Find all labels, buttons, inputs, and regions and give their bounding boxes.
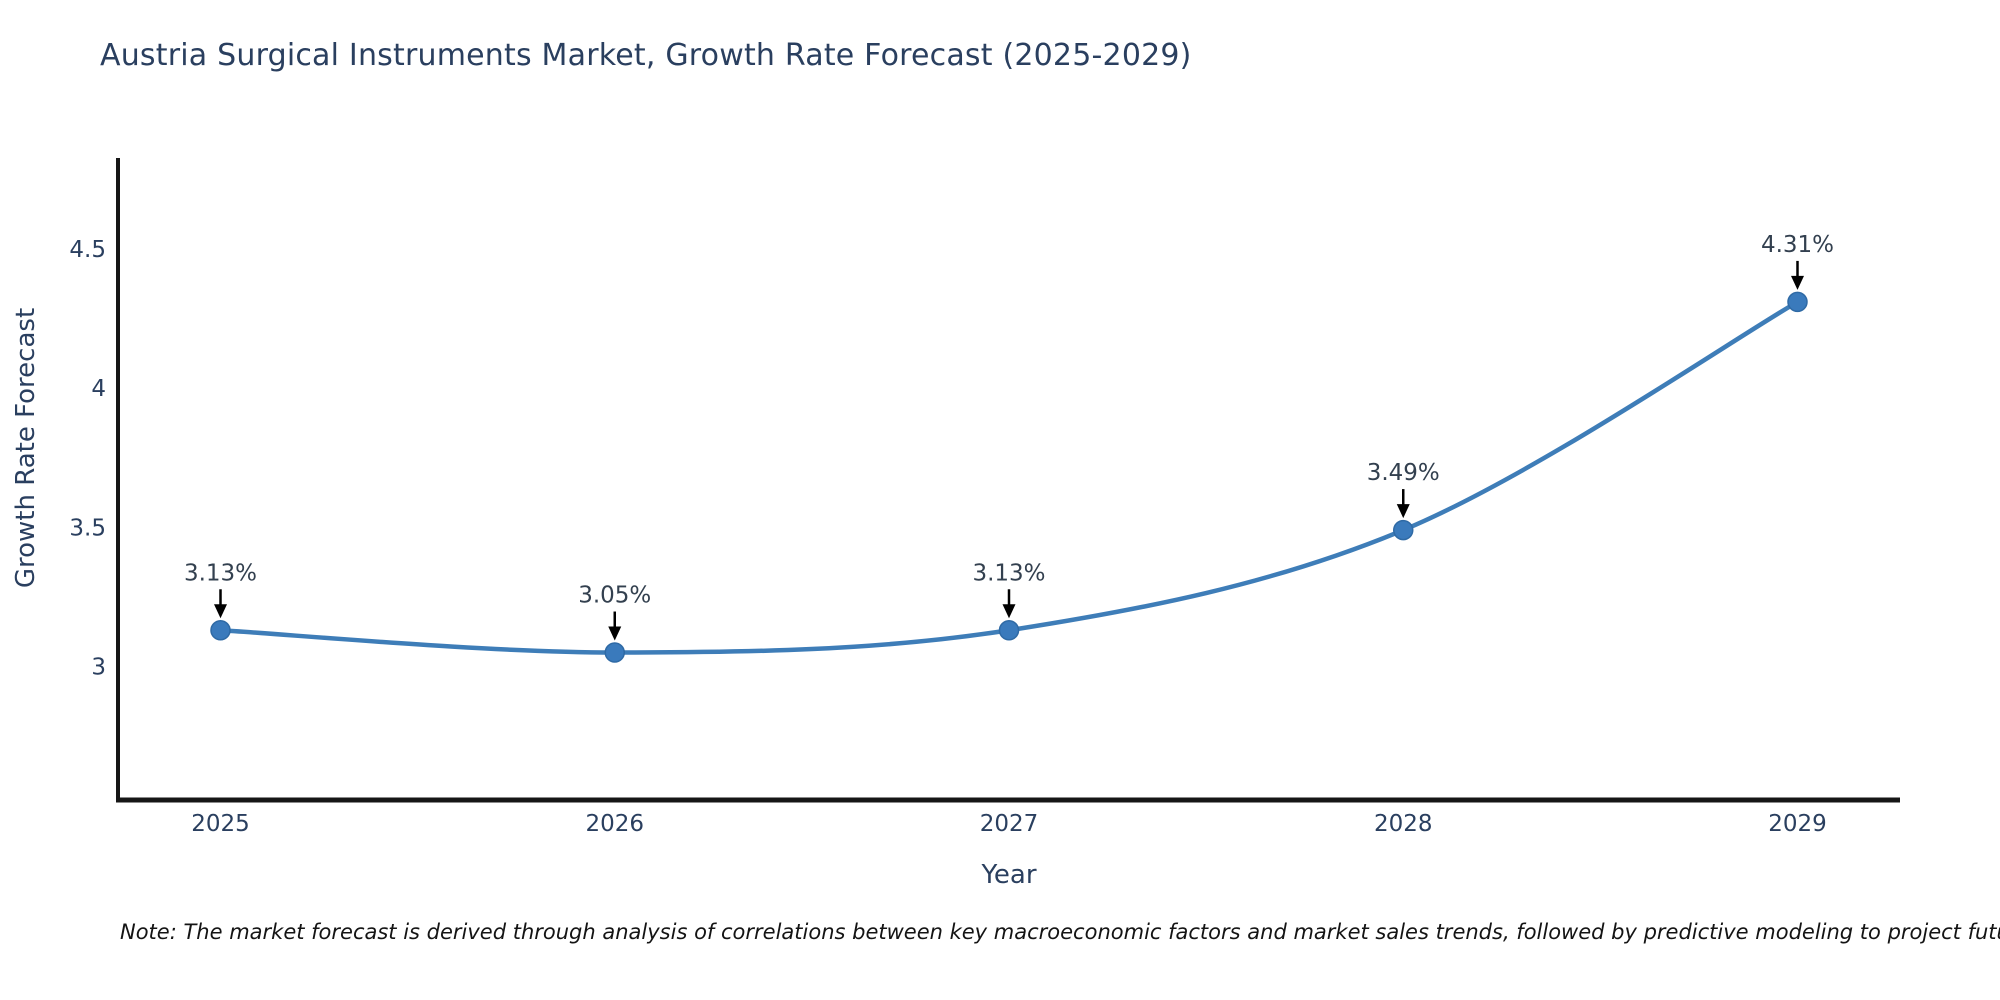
x-tick-label: 2028 [1374,811,1433,837]
chart-title: Austria Surgical Instruments Market, Gro… [100,38,1192,73]
x-tick-label: 2025 [191,811,250,837]
annotation-arrow-head [608,626,622,641]
y-tick-label: 3.5 [69,515,106,541]
data-point-marker[interactable] [210,620,231,641]
y-tick-label: 3 [91,654,106,680]
data-point-label: 3.05% [578,583,651,609]
x-tick-label: 2029 [1768,811,1827,837]
data-point-label: 4.31% [1761,232,1834,258]
data-point-label: 3.13% [972,560,1045,586]
y-tick-label: 4 [91,376,106,402]
data-point-marker[interactable] [1787,291,1808,313]
annotation-arrow-head [214,604,228,619]
annotation-arrow-head [1002,604,1016,619]
annotation-arrow-head [1396,504,1410,519]
x-axis-title: Year [981,860,1037,890]
data-point-label: 3.13% [184,560,257,586]
y-tick-label: 4.5 [69,237,106,263]
footnote: Note: The market forecast is derived thr… [120,920,2000,944]
y-axis-title: Growth Rate Forecast [11,307,41,589]
annotation-arrow-head [1790,275,1804,290]
x-tick-label: 2027 [980,811,1039,837]
data-point-marker[interactable] [1392,519,1414,541]
x-tick-label: 2026 [585,811,644,837]
data-point-marker[interactable] [998,620,1020,641]
data-point-marker[interactable] [604,642,626,663]
data-point-label: 3.49% [1367,460,1440,486]
